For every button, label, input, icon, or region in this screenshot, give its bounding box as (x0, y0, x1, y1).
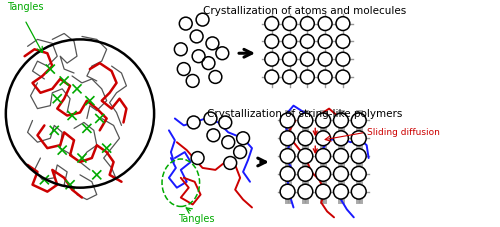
Circle shape (265, 52, 278, 66)
Circle shape (282, 35, 296, 48)
Circle shape (318, 17, 332, 30)
Circle shape (187, 116, 200, 129)
Circle shape (282, 52, 296, 66)
Circle shape (352, 184, 366, 199)
Circle shape (265, 17, 278, 30)
Circle shape (280, 113, 295, 128)
Circle shape (318, 52, 332, 66)
Circle shape (352, 166, 366, 181)
Circle shape (298, 149, 313, 163)
Circle shape (316, 131, 330, 146)
Circle shape (282, 17, 296, 30)
Circle shape (316, 149, 330, 163)
Circle shape (191, 152, 204, 164)
Text: Crystallization of atoms and molecules: Crystallization of atoms and molecules (202, 6, 406, 16)
Circle shape (265, 70, 278, 84)
Circle shape (352, 113, 366, 128)
Circle shape (336, 70, 350, 84)
Circle shape (336, 52, 350, 66)
Circle shape (300, 35, 314, 48)
Text: Tangles: Tangles (7, 2, 44, 12)
Circle shape (280, 131, 295, 146)
Circle shape (280, 184, 295, 199)
Text: Crystallization of string-like polymers: Crystallization of string-like polymers (206, 109, 402, 118)
Circle shape (300, 70, 314, 84)
Circle shape (280, 149, 295, 163)
Circle shape (316, 166, 330, 181)
Circle shape (336, 35, 350, 48)
Circle shape (334, 149, 348, 163)
Circle shape (298, 131, 313, 146)
Text: Tangles: Tangles (178, 214, 215, 224)
Circle shape (352, 131, 366, 146)
Circle shape (334, 184, 348, 199)
Circle shape (318, 35, 332, 48)
Circle shape (352, 149, 366, 163)
Circle shape (300, 17, 314, 30)
Circle shape (316, 184, 330, 199)
Circle shape (336, 17, 350, 30)
Circle shape (334, 113, 348, 128)
Circle shape (300, 52, 314, 66)
Circle shape (219, 116, 232, 129)
Circle shape (334, 166, 348, 181)
Circle shape (234, 146, 246, 158)
Circle shape (298, 166, 313, 181)
Circle shape (236, 132, 250, 145)
Circle shape (222, 136, 234, 149)
Circle shape (224, 157, 236, 169)
Circle shape (318, 70, 332, 84)
Circle shape (334, 131, 348, 146)
Text: Sliding diffusion: Sliding diffusion (366, 128, 440, 137)
Circle shape (282, 70, 296, 84)
Circle shape (265, 35, 278, 48)
Circle shape (298, 184, 313, 199)
Circle shape (298, 113, 313, 128)
Circle shape (204, 112, 217, 125)
Circle shape (207, 129, 220, 142)
Circle shape (316, 113, 330, 128)
Circle shape (280, 166, 295, 181)
